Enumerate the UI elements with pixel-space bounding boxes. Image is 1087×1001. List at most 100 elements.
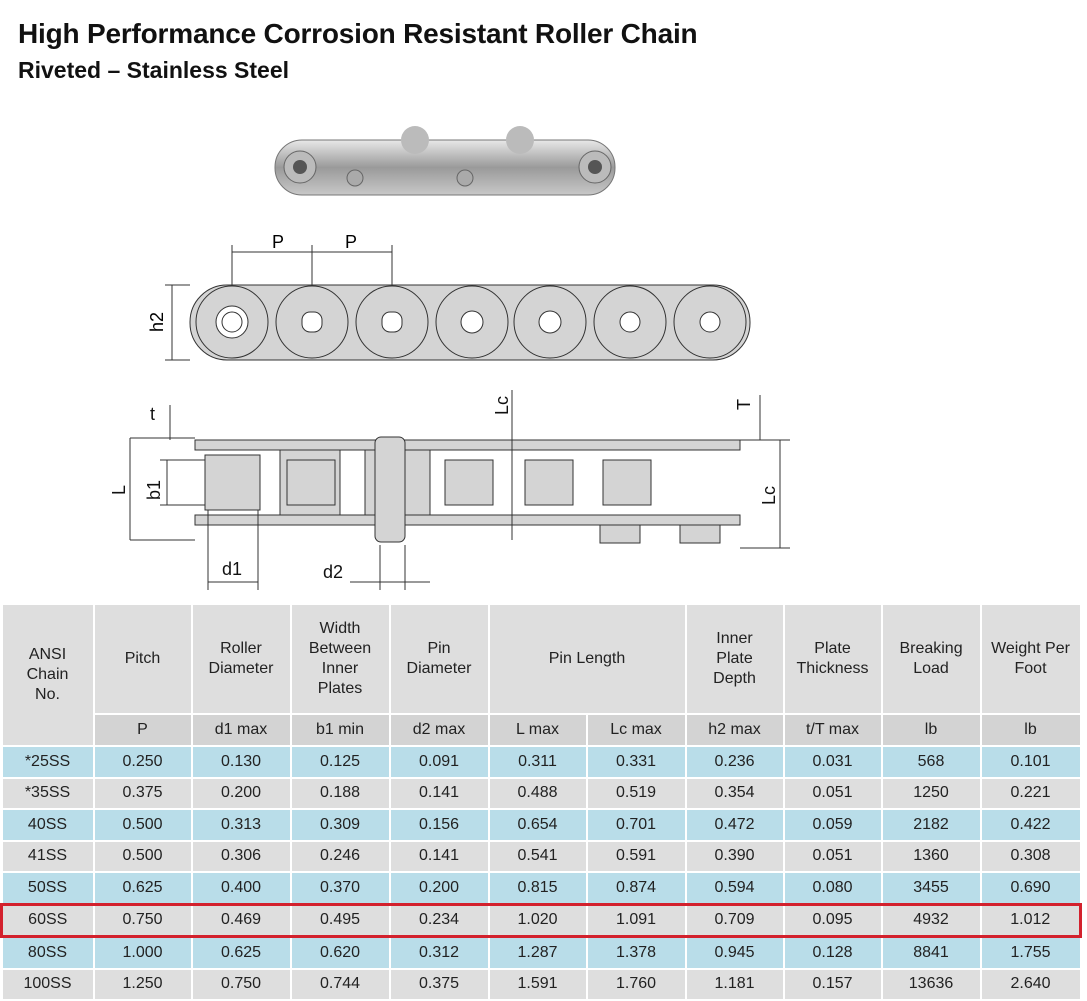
chain-number-cell: *35SS [0,776,95,810]
L-label: L [109,485,129,495]
value-cell: 1.287 [487,935,588,970]
d2-label: d2 [323,562,343,582]
chain-photo [274,126,616,196]
value-cell: 0.370 [289,871,391,905]
value-cell: 1.020 [487,902,588,938]
unit-header: P [92,713,193,747]
value-cell: 0.221 [979,776,1082,810]
table-row: 80SS 1.000 0.625 0.620 0.312 1.287 1.378 0.945 0… [0,935,1082,970]
value-cell: 2.640 [979,967,1082,1001]
value-cell: 0.031 [782,745,883,779]
chain-number-cell: 40SS [0,808,95,842]
t-label: t [150,404,155,424]
value-cell: 0.156 [388,808,490,842]
chain-diagrams: P P h2 t L b1 d1 d2 Lc T Lc [109,126,790,590]
unit-header: d2 max [388,713,490,747]
unit-header: lb [880,713,982,747]
value-cell: 0.128 [782,935,883,970]
value-cell: 0.095 [782,902,883,938]
chain-number-cell: *25SS [0,745,95,779]
value-cell: 0.709 [684,902,785,938]
table-row: *35SS 0.375 0.200 0.188 0.141 0.488 0.519 0.354… [0,776,1082,810]
value-cell: 0.591 [585,839,687,873]
value-cell: 0.091 [388,745,490,779]
value-cell: 0.469 [190,902,292,938]
value-cell: 0.375 [92,776,193,810]
value-cell: 3455 [880,871,982,905]
col-header: Weight Per Foot [979,603,1082,715]
value-cell: 0.874 [585,871,687,905]
value-cell: 1360 [880,839,982,873]
unit-header: lb [979,713,1082,747]
value-cell: 0.815 [487,871,588,905]
chain-number-cell: 60SS [0,902,95,938]
table-row-highlighted: 60SS 0.750 0.469 0.495 0.234 1.020 1.091 0.709 0… [0,902,1083,938]
value-cell: 0.620 [289,935,391,970]
value-cell: 0.080 [782,871,883,905]
value-cell: 0.625 [190,935,292,970]
value-cell: 0.101 [979,745,1082,779]
value-cell: 0.311 [487,745,588,779]
value-cell: 0.945 [684,935,785,970]
chain-side-view [165,245,751,361]
value-cell: 0.354 [684,776,785,810]
value-cell: 0.188 [289,776,391,810]
value-cell: 0.059 [782,808,883,842]
value-cell: 0.200 [190,776,292,810]
value-cell: 1.378 [585,935,687,970]
value-cell: 0.051 [782,776,883,810]
value-cell: 0.157 [782,967,883,1001]
T-label: T [734,399,754,410]
value-cell: 1.760 [585,967,687,1001]
table-row: 41SS 0.500 0.306 0.246 0.141 0.541 0.591 0.390 0… [0,839,1082,873]
value-cell: 1.591 [487,967,588,1001]
chain-number-cell: 50SS [0,871,95,905]
value-cell: 0.246 [289,839,391,873]
value-cell: 0.541 [487,839,588,873]
page-title: High Performance Corrosion Resistant Rol… [18,18,698,49]
value-cell: 0.500 [92,808,193,842]
value-cell: 0.400 [190,871,292,905]
value-cell: 0.313 [190,808,292,842]
value-cell: 0.701 [585,808,687,842]
value-cell: 0.690 [979,871,1082,905]
value-cell: 0.200 [388,871,490,905]
value-cell: 0.312 [388,935,490,970]
value-cell: 0.744 [289,967,391,1001]
value-cell: 0.390 [684,839,785,873]
unit-header: d1 max [190,713,292,747]
value-cell: 0.495 [289,902,391,938]
table-row: *25SS 0.250 0.130 0.125 0.091 0.311 0.331 0.236… [0,745,1082,779]
value-cell: 0.306 [190,839,292,873]
d1-label: d1 [222,559,242,579]
pitch-label-1: P [272,232,284,252]
value-cell: 0.141 [388,839,490,873]
unit-header: h2 max [684,713,785,747]
chain-number-cell: 41SS [0,839,95,873]
value-cell: 0.594 [684,871,785,905]
value-cell: 0.488 [487,776,588,810]
value-cell: 0.250 [92,745,193,779]
value-cell: 0.654 [487,808,588,842]
col-header: Roller Diameter [190,603,292,715]
value-cell: 0.750 [92,902,193,938]
value-cell: 0.236 [684,745,785,779]
value-cell: 0.375 [388,967,490,1001]
value-cell: 0.308 [979,839,1082,873]
unit-header: Lc max [585,713,687,747]
b1-label: b1 [144,480,164,500]
col-header: ANSI Chain No. [0,603,95,747]
value-cell: 0.125 [289,745,391,779]
value-cell: 0.750 [190,967,292,1001]
value-cell: 0.309 [289,808,391,842]
h2-label: h2 [147,312,167,332]
value-cell: 4932 [880,902,982,938]
value-cell: 0.130 [190,745,292,779]
chain-number-cell: 100SS [0,967,95,1001]
table-row: 40SS 0.500 0.313 0.309 0.156 0.654 0.701 0.472 0… [0,808,1082,842]
pitch-label-2: P [345,232,357,252]
table-row: 50SS 0.625 0.400 0.370 0.200 0.815 0.874 0.594 0… [0,871,1082,905]
value-cell: 2182 [880,808,982,842]
col-header: Pitch [92,603,193,715]
